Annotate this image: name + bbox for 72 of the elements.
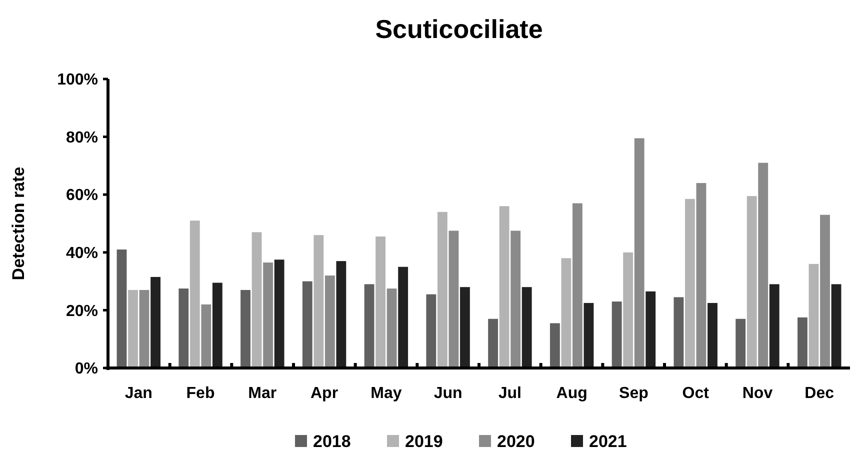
- legend-label: 2021: [589, 432, 627, 451]
- bar: [488, 318, 498, 368]
- x-tick-label: Apr: [310, 385, 338, 402]
- bar: [646, 291, 656, 368]
- bar: [263, 262, 273, 368]
- x-tick-label: Feb: [186, 385, 215, 402]
- y-tick-label: 60%: [66, 187, 98, 204]
- bar: [522, 287, 532, 368]
- legend-label: 2020: [497, 432, 535, 451]
- bar: [324, 276, 335, 368]
- y-tick-label: 20%: [66, 302, 98, 320]
- x-tick-label: May: [370, 385, 402, 402]
- bar: [139, 290, 150, 368]
- bar: [820, 214, 830, 368]
- bar: [364, 284, 374, 368]
- bar: [623, 252, 634, 368]
- x-tick-label: Mar: [248, 385, 277, 402]
- bar: [685, 198, 695, 368]
- bar: [696, 183, 706, 368]
- y-tick-label: 40%: [66, 245, 98, 262]
- x-tick-label: Nov: [742, 385, 773, 402]
- y-tick-label: 100%: [57, 72, 98, 89]
- x-tick-label: Oct: [682, 385, 710, 402]
- x-tick-label: Dec: [804, 385, 834, 402]
- legend-label: 2019: [405, 432, 443, 451]
- bar: [550, 323, 560, 368]
- bar: [769, 284, 780, 368]
- bar: [274, 260, 284, 368]
- bar: [448, 230, 459, 368]
- bar: [798, 317, 808, 368]
- bar: [831, 284, 842, 368]
- bar: [178, 288, 189, 368]
- chart-title: Scuticociliate: [375, 14, 543, 44]
- x-tick-label: Jun: [434, 385, 462, 402]
- x-tick-label: Aug: [556, 385, 588, 402]
- bar: [190, 220, 200, 368]
- bar: [212, 282, 222, 368]
- bar: [386, 288, 397, 368]
- legend-label: 2018: [313, 432, 351, 451]
- bar: [437, 212, 448, 368]
- bar: [336, 261, 346, 368]
- x-tick-label: Jan: [124, 385, 152, 402]
- x-tick-label: Sep: [619, 385, 649, 402]
- bar: [612, 302, 622, 368]
- bar: [314, 235, 324, 368]
- bar: [736, 318, 746, 368]
- bar: [561, 258, 572, 368]
- y-tick-label: 0%: [74, 360, 98, 378]
- bar: [201, 304, 212, 368]
- bar: [808, 264, 819, 368]
- bar: [150, 276, 160, 368]
- bar: [240, 290, 250, 368]
- bar: [708, 302, 718, 368]
- bar: [634, 138, 644, 368]
- bar: [302, 281, 312, 368]
- y-tick-label: 80%: [66, 129, 98, 146]
- bar: [426, 294, 436, 368]
- bar: [746, 196, 757, 368]
- bar: [572, 203, 582, 368]
- bar: [758, 162, 768, 368]
- bar: [116, 250, 127, 368]
- bar: [584, 302, 594, 368]
- bar: [460, 287, 470, 368]
- bar: [510, 230, 521, 368]
- bar: [128, 290, 138, 368]
- bar: [252, 232, 262, 368]
- bar: [376, 236, 386, 368]
- x-tick-label: Jul: [498, 385, 522, 402]
- y-axis-title: Detection rate: [9, 166, 28, 280]
- bar: [674, 297, 684, 368]
- bar: [398, 266, 408, 368]
- bar: [499, 206, 510, 368]
